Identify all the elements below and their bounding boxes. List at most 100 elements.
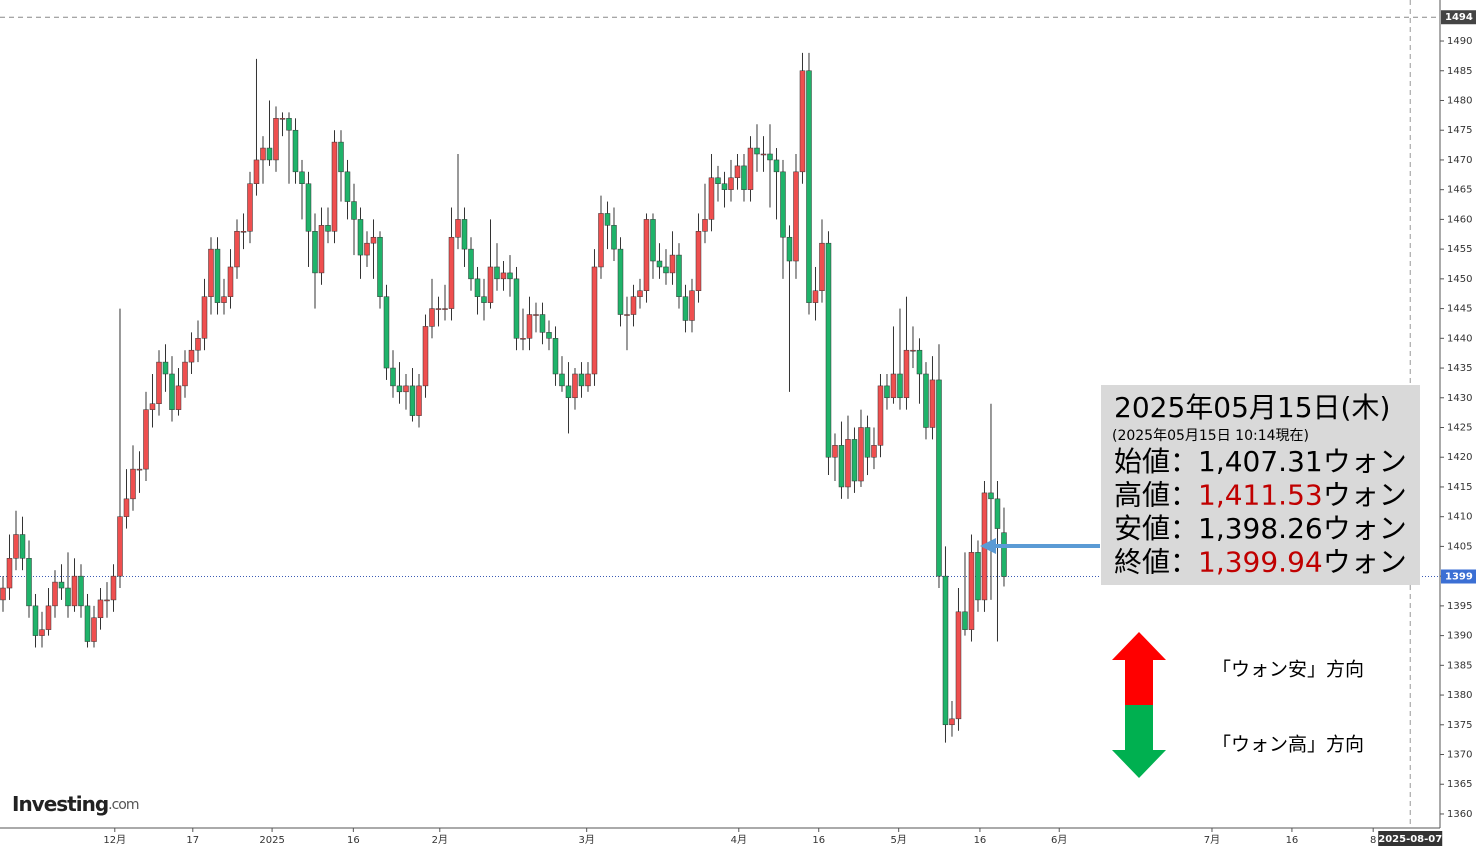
x-tick-label: 16	[1286, 835, 1299, 846]
candle-body	[422, 326, 429, 387]
candle-body	[728, 177, 734, 190]
y-tick-label: 1415	[1447, 482, 1472, 493]
candle-body	[949, 718, 955, 726]
candle-body	[104, 599, 110, 602]
y-tick-label: 1480	[1447, 95, 1472, 106]
candle-body	[338, 141, 344, 173]
x-tick-label: 4月	[731, 834, 747, 846]
candle-body	[897, 373, 903, 399]
candle-body	[19, 534, 26, 559]
candle-body	[968, 552, 975, 630]
candle-body	[416, 385, 422, 416]
y-tick-label: 1475	[1447, 125, 1472, 136]
candle-body	[806, 70, 812, 303]
candle-body	[110, 575, 117, 601]
up-arrow	[1112, 632, 1166, 705]
candle-body	[916, 349, 923, 375]
candle-body	[708, 177, 715, 220]
candle-body	[942, 575, 949, 726]
candle-body	[370, 236, 377, 244]
y-tick-label: 1470	[1447, 155, 1472, 166]
candle-body	[331, 141, 338, 232]
candle-body	[13, 534, 19, 559]
info-date: 2025年05月15日(木)	[1114, 391, 1390, 424]
candle-body	[305, 183, 312, 232]
x-tick-label: 12月	[103, 834, 126, 846]
candle-body	[435, 308, 442, 310]
candle-body	[643, 219, 650, 291]
plot	[0, 0, 1440, 828]
candle-body	[357, 219, 364, 256]
candle-body	[260, 147, 266, 161]
candle-body	[461, 219, 468, 250]
candle-body	[624, 314, 630, 316]
info-row: 安値：1,398.26ウォン	[1114, 512, 1407, 545]
info-value: 1,398.26	[1198, 512, 1323, 545]
info-label: 高値：	[1114, 479, 1198, 512]
y-tick-label: 1440	[1447, 333, 1472, 344]
logo-suffix: .com	[108, 797, 139, 813]
info-unit: ウォン	[1323, 546, 1407, 579]
candle-body	[533, 314, 539, 316]
candle-body	[325, 225, 331, 232]
candle-body	[26, 558, 32, 607]
cursor-label-box	[1378, 831, 1443, 846]
price-tag-label: 1494	[1445, 12, 1473, 23]
y-tick-label: 1375	[1447, 720, 1472, 731]
candle-body	[286, 118, 292, 131]
candle-body	[546, 332, 552, 339]
candle-body	[851, 439, 858, 482]
candle-body	[188, 349, 195, 363]
candle-body	[481, 296, 487, 303]
candle-body	[299, 171, 305, 184]
info-box	[1101, 385, 1420, 585]
y-tick-label: 1435	[1447, 363, 1472, 374]
y-tick-label: 1445	[1447, 304, 1472, 315]
info-value: 1,411.53	[1198, 479, 1323, 512]
candle-body	[45, 605, 52, 630]
candle-body	[351, 201, 357, 220]
info-row: 高値：1,411.53ウォン	[1114, 479, 1407, 512]
x-tick-label: 8	[1370, 835, 1376, 846]
y-tick-label: 1370	[1447, 750, 1472, 761]
candle-body	[500, 272, 507, 280]
candle-body	[585, 373, 591, 387]
info-value: 1,407.31	[1198, 445, 1323, 478]
candle-body	[825, 242, 832, 458]
candle-body	[1001, 532, 1007, 577]
y-tick-label: 1385	[1447, 660, 1472, 671]
candle-body	[487, 266, 494, 303]
candle-body	[734, 165, 741, 179]
y-tick-label: 1490	[1447, 36, 1472, 47]
candle-body	[604, 213, 611, 226]
candle-body	[565, 385, 572, 399]
candle-body	[936, 379, 942, 577]
candle-body	[71, 575, 78, 607]
y-tick-label: 1410	[1447, 512, 1472, 523]
candle-body	[201, 296, 208, 339]
candle-body	[182, 361, 188, 387]
candle-body	[468, 248, 474, 280]
y-tick-label: 1360	[1447, 809, 1472, 820]
legend-down: 「ウォン高」方向	[1212, 734, 1364, 756]
candle-body	[838, 445, 845, 488]
price-tag-label: 1399	[1445, 571, 1473, 582]
candle-body	[396, 385, 403, 393]
candle-body	[136, 468, 143, 471]
candle-body	[721, 183, 728, 190]
info-unit: ウォン	[1323, 479, 1407, 512]
candle-body	[923, 373, 929, 428]
candle-body	[130, 468, 136, 500]
info-row: 始値：1,407.31ウォン	[1114, 445, 1407, 478]
y-tick-label: 1465	[1447, 185, 1472, 196]
candle-body	[6, 558, 13, 589]
info-label: 安値：	[1114, 512, 1198, 545]
candle-body	[650, 219, 656, 262]
info-unit: ウォン	[1323, 445, 1407, 478]
x-tick-label: 6月	[1051, 834, 1067, 846]
candle-body	[754, 147, 760, 155]
candle-body	[871, 445, 877, 458]
candle-body	[507, 272, 513, 280]
candle-body	[429, 308, 435, 327]
candle-body	[97, 599, 104, 619]
